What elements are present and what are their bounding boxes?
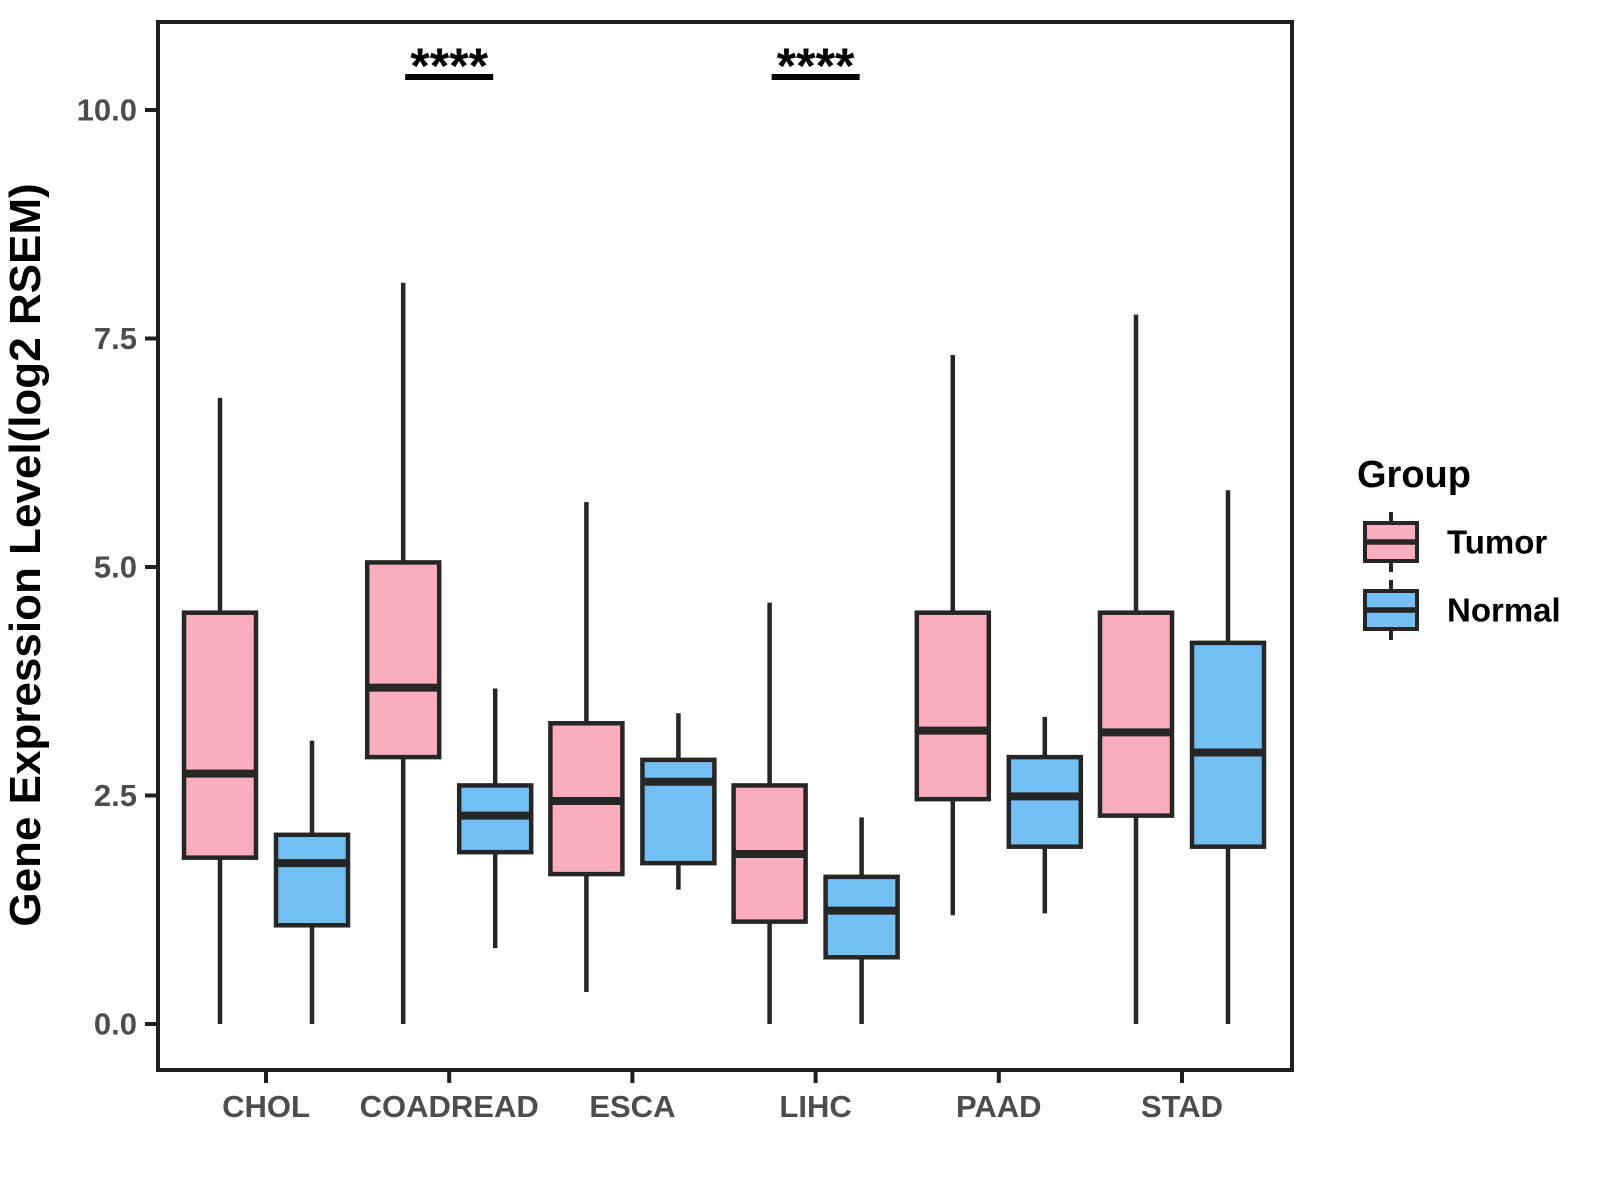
boxplot-tumor-coadread [364, 282, 442, 1024]
x-axis-label-chol: CHOL [222, 1089, 310, 1124]
significance-annotation-lihc: **** [771, 38, 860, 94]
boxplot-normal-coadread [456, 688, 534, 949]
significance-stars: **** [777, 38, 855, 94]
boxplot-tumor-stad [1097, 314, 1175, 1024]
boxplot-tumor-paad [914, 354, 992, 916]
x-axis-label-lihc: LIHC [779, 1089, 851, 1124]
legend-entry-normal: Normal [1363, 580, 1561, 640]
x-axis-label-paad: PAAD [956, 1089, 1042, 1124]
box-iqr [181, 610, 259, 860]
boxplot-normal-stad [1189, 490, 1267, 1024]
boxplot-normal-lihc [823, 817, 900, 1024]
box-iqr [914, 610, 992, 802]
legend-label: Tumor [1447, 524, 1547, 561]
significance-stars: **** [410, 38, 488, 94]
boxplot-normal-esca [640, 713, 717, 890]
y-axis-title: Gene Expression Level(log2 RSEM) [1, 183, 50, 926]
box-iqr [1189, 640, 1267, 849]
significance-annotation-coadread: **** [405, 38, 494, 94]
box-iqr [1097, 610, 1175, 818]
boxplot-tumor-chol [181, 397, 259, 1024]
panel-border [156, 20, 1294, 1072]
box-iqr [823, 874, 900, 960]
box-iqr [364, 560, 442, 760]
y-axis-tick-label: 10.0 [77, 93, 137, 128]
box-iqr [1006, 754, 1084, 849]
y-axis-tick-label: 0.0 [94, 1007, 137, 1042]
legend-title: Group [1357, 454, 1471, 496]
x-axis-label-stad: STAD [1141, 1089, 1223, 1124]
legend: Group Tumor Normal [1357, 454, 1561, 640]
y-axis-tick-label: 2.5 [94, 778, 137, 813]
boxplot-tumor-esca [548, 502, 625, 993]
boxplot-tumor-lihc [731, 602, 808, 1024]
x-axis-label-coadread: COADREAD [360, 1089, 539, 1124]
boxplot-normal-paad [1006, 716, 1084, 914]
y-axis-tick-label: 7.5 [94, 321, 137, 356]
legend-label: Normal [1447, 592, 1561, 629]
boxplot-normal-chol [273, 740, 351, 1024]
y-axis-tick-label: 5.0 [94, 550, 137, 585]
legend-entry-tumor: Tumor [1363, 512, 1547, 572]
box-iqr [640, 757, 717, 866]
box-iqr [273, 832, 351, 928]
x-axis-label-esca: ESCA [589, 1089, 675, 1124]
